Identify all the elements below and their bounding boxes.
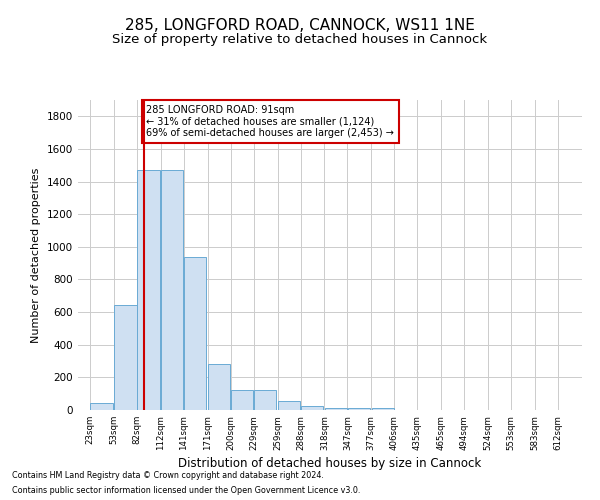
Text: 285, LONGFORD ROAD, CANNOCK, WS11 1NE: 285, LONGFORD ROAD, CANNOCK, WS11 1NE [125,18,475,32]
Bar [348,408,370,410]
Text: 285 LONGFORD ROAD: 91sqm
← 31% of detached houses are smaller (1,124)
69% of sem: 285 LONGFORD ROAD: 91sqm ← 31% of detach… [146,105,394,138]
Bar [371,408,394,410]
Y-axis label: Number of detached properties: Number of detached properties [31,168,41,342]
Text: Contains HM Land Registry data © Crown copyright and database right 2024.: Contains HM Land Registry data © Crown c… [12,471,324,480]
Bar [325,408,347,410]
Bar [254,390,277,410]
Bar [208,364,230,410]
X-axis label: Distribution of detached houses by size in Cannock: Distribution of detached houses by size … [178,456,482,469]
Bar [278,401,300,410]
Text: Size of property relative to detached houses in Cannock: Size of property relative to detached ho… [112,32,488,46]
Bar [231,390,253,410]
Bar [114,305,137,410]
Bar [161,170,184,410]
Bar [301,406,323,410]
Bar [90,404,113,410]
Bar [137,170,160,410]
Text: Contains public sector information licensed under the Open Government Licence v3: Contains public sector information licen… [12,486,361,495]
Bar [184,258,206,410]
